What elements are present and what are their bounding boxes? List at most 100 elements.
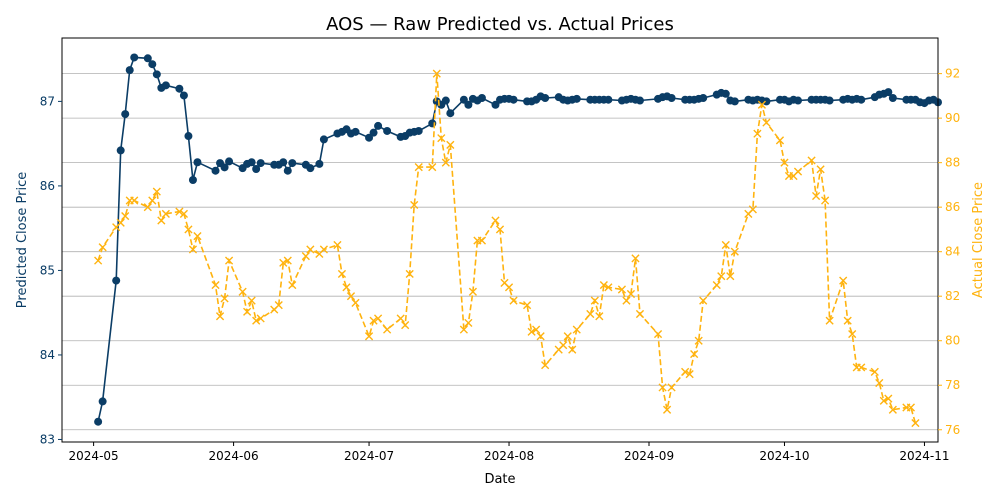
predicted-point [279, 158, 288, 167]
actual-point [780, 158, 789, 167]
y-right-tick-label: 78 [945, 378, 960, 392]
predicted-point [94, 417, 103, 426]
y-left-tick-label: 87 [40, 94, 55, 108]
x-tick-label: 2024-07 [344, 449, 394, 463]
actual-point [568, 345, 577, 354]
predicted-point [152, 70, 161, 79]
predicted-point [247, 158, 256, 167]
y-left-tick-label: 85 [40, 263, 55, 277]
actual-point [193, 232, 202, 241]
actual-point [211, 280, 220, 290]
predicted-point [220, 163, 229, 172]
actual-point [346, 292, 356, 301]
actual-point [821, 196, 830, 205]
actual-point [224, 256, 234, 265]
predicted-point [635, 96, 644, 105]
actual-point [536, 332, 545, 341]
predicted-point [319, 135, 328, 144]
actual-point [762, 118, 771, 127]
predicted-point [184, 132, 193, 141]
y-right-tick-label: 76 [945, 423, 960, 437]
predicted-point [825, 96, 834, 105]
predicted-point [730, 97, 739, 106]
predicted-point [116, 146, 125, 155]
actual-point [622, 296, 631, 305]
actual-point [906, 403, 916, 412]
actual-point [116, 218, 125, 227]
actual-point [563, 332, 572, 341]
actual-point [757, 100, 766, 109]
actual-point [337, 269, 347, 279]
predicted-point [541, 94, 550, 103]
actual-point [319, 245, 328, 254]
actual-point [875, 378, 884, 388]
y-right-tick-label: 86 [945, 200, 960, 214]
actual-point [333, 240, 342, 250]
actual-point [726, 272, 735, 281]
predicted-point [884, 88, 893, 97]
actual-point [681, 367, 690, 376]
predicted-point [288, 159, 297, 168]
predicted-point [193, 158, 202, 167]
actual-point [274, 301, 283, 310]
x-axis-label: Date [484, 472, 515, 487]
predicted-point [374, 121, 383, 130]
actual-point [148, 196, 157, 205]
actual-point [468, 287, 478, 296]
predicted-point [125, 66, 134, 75]
actual-point [279, 258, 288, 267]
y-right-tick-label: 90 [945, 111, 960, 125]
actual-point [252, 316, 261, 325]
x-tick-label: 2024-09 [624, 449, 674, 463]
predicted-point [179, 91, 188, 100]
actual-point [247, 296, 256, 305]
y-axis-right-label: Actual Close Price [971, 182, 986, 298]
actual-point [848, 329, 857, 339]
predicted-point [161, 81, 170, 90]
predicted-point [383, 126, 392, 135]
actual-point [626, 289, 636, 299]
actual-point [94, 256, 103, 265]
actual-point [816, 165, 825, 174]
x-tick-label: 2024-05 [69, 449, 119, 463]
actual-point [414, 163, 423, 172]
x-tick-label: 2024-08 [484, 449, 534, 463]
actual-point [541, 361, 550, 370]
predicted-point [762, 97, 771, 106]
actual-point [504, 283, 514, 292]
predicted-point [572, 94, 581, 103]
actual-point [495, 225, 505, 234]
actual-point [843, 316, 852, 325]
y-left-tick-label: 84 [40, 348, 55, 362]
predicted-point [98, 397, 107, 406]
actual-point [220, 294, 229, 303]
predicted-line [97, 56, 939, 422]
actual-point [342, 283, 351, 292]
predicted-point [130, 53, 139, 62]
actual-point [288, 280, 297, 290]
actual-point [599, 280, 608, 290]
actual-point [857, 363, 866, 372]
predicted-point [441, 96, 450, 105]
actual-point [522, 301, 532, 310]
actual-point [364, 332, 374, 341]
actual-point [437, 134, 446, 143]
predicted-point [283, 166, 292, 175]
predicted-point [699, 94, 708, 103]
actual-point [572, 325, 581, 334]
actual-point [351, 298, 360, 307]
actual-series [94, 69, 920, 428]
actual-point [879, 396, 888, 405]
actual-point [188, 245, 198, 254]
y-right-tick-label: 92 [945, 67, 960, 81]
actual-point [559, 341, 568, 350]
actual-point [130, 196, 139, 205]
actual-point [911, 418, 920, 428]
y-right-tick-label: 88 [945, 156, 960, 170]
actual-point [748, 205, 757, 214]
actual-point [667, 383, 676, 392]
actual-point [383, 325, 392, 334]
y-left-tick-label: 86 [40, 179, 55, 193]
predicted-point [143, 54, 152, 63]
